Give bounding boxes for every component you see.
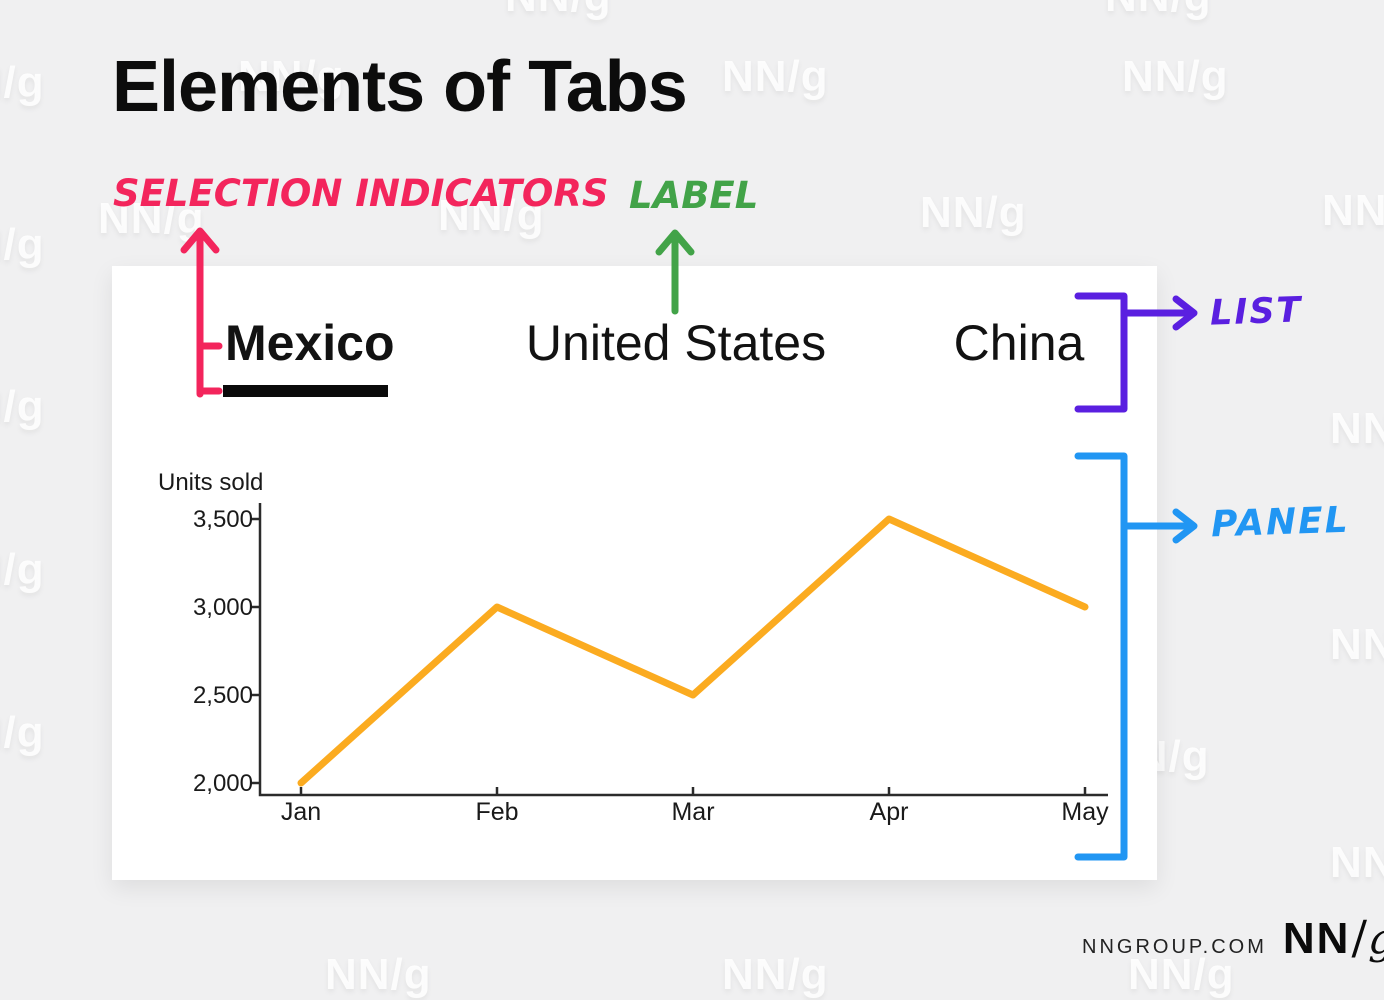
watermark: NN/g — [920, 188, 1027, 237]
y-axis-tick-label: 2,500 — [193, 682, 253, 709]
watermark: NN/g — [722, 52, 829, 101]
watermark: NN/g — [325, 950, 432, 999]
annotation-list: LIST — [1209, 290, 1304, 334]
watermark: NN/g — [1128, 950, 1235, 999]
annotation-panel: PANEL — [1210, 499, 1351, 546]
selected-tab-indicator — [223, 385, 388, 397]
x-axis-tick-label: May — [1061, 798, 1109, 826]
nng-logo: NN / g — [1283, 910, 1384, 964]
watermark: NN/g — [1330, 838, 1384, 887]
x-axis-tick-label: Feb — [475, 798, 518, 826]
tab-mexico[interactable]: Mexico — [225, 315, 395, 371]
y-axis-tick-label: 3,000 — [193, 594, 253, 621]
x-axis-tick-label: Apr — [870, 798, 909, 826]
watermark: NN/g — [722, 950, 829, 999]
nng-logo-g: g — [1368, 914, 1384, 963]
watermark: NN/g — [438, 191, 545, 240]
watermark: NN/g — [0, 58, 45, 107]
footer: NNGROUP.COM NN / g — [1082, 910, 1384, 964]
x-axis-tick-label: Mar — [671, 798, 714, 826]
watermark: NN/g — [0, 382, 45, 431]
y-axis-tick-label: 2,000 — [193, 770, 253, 797]
chart-line — [297, 515, 1089, 787]
tab-component-card: Mexico United States China 2,000 2,500 3,0… — [112, 266, 1157, 880]
annotation-selection-indicators: SELECTION INDICATORS — [113, 172, 609, 215]
annotation-label: LABEL — [629, 174, 759, 217]
tab-china[interactable]: China — [953, 315, 1085, 371]
page-title: Elements of Tabs — [112, 47, 688, 127]
footer-site-url: NNGROUP.COM — [1082, 936, 1267, 958]
watermark: NN/g — [505, 0, 612, 22]
watermark: NN/g — [0, 708, 45, 757]
tab-united-states[interactable]: United States — [525, 315, 827, 371]
nng-logo-nn: NN — [1282, 914, 1351, 963]
x-axis-tick-label: Jan — [281, 798, 321, 826]
watermark: NN/g — [0, 545, 45, 594]
watermark: NN/g — [1330, 620, 1384, 669]
watermark: NN/g — [0, 220, 45, 269]
watermark: NN/g — [1330, 404, 1384, 453]
chart-axes — [258, 503, 1108, 797]
nng-logo-slash: / — [1351, 910, 1367, 964]
watermark: NN/g — [238, 52, 345, 101]
watermark: NN/g — [1105, 0, 1212, 22]
units-sold-line-chart: 2,000 2,500 3,000 3,500 Jan Feb Mar Apr May Units… — [158, 469, 1109, 826]
watermark: NN/g — [1322, 186, 1384, 235]
y-axis-tick-label: 3,500 — [193, 506, 253, 533]
watermark: NN/g — [1122, 52, 1229, 101]
chart-y-axis-title: Units sold — [158, 469, 263, 496]
